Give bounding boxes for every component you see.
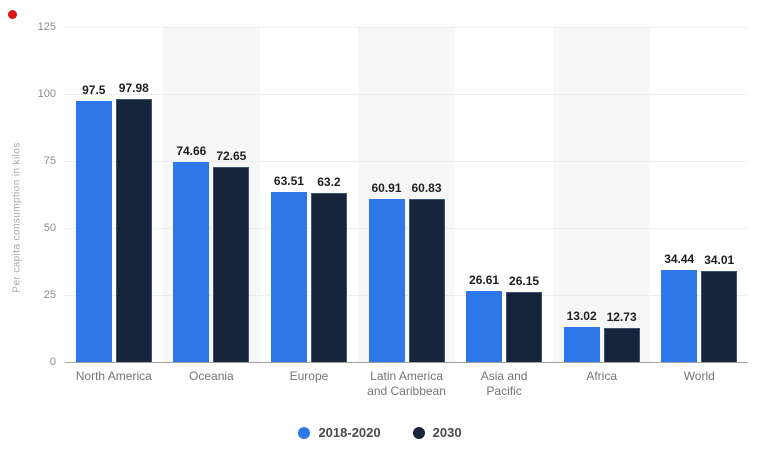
x-axis-label-latin-america-and-caribbean: Latin America and Caribbean bbox=[358, 369, 456, 399]
bar-2018-2020-latin-america-and-caribbean[interactable] bbox=[368, 198, 405, 362]
bar-value-label: 72.65 bbox=[216, 149, 247, 164]
bar-value-label: 34.01 bbox=[704, 252, 735, 267]
bar-2030-oceania[interactable] bbox=[213, 167, 250, 362]
gridline-50 bbox=[65, 228, 748, 229]
gridline-75 bbox=[65, 161, 748, 162]
x-axis-labels: North America Oceania Europe Latin America a… bbox=[65, 369, 748, 399]
x-axis-label-line: Africa bbox=[586, 369, 618, 383]
x-axis-label-line: North America bbox=[75, 369, 152, 383]
legend-item-2018-2020[interactable]: 2018-2020 bbox=[298, 425, 381, 440]
y-axis-tick-label-75: 75 bbox=[43, 155, 56, 167]
bar-2018-2020-north-america[interactable] bbox=[75, 100, 112, 362]
x-axis-label-line: Latin America bbox=[370, 369, 443, 383]
bar-2018-2020-oceania[interactable] bbox=[173, 161, 210, 362]
bar-2030-latin-america-and-caribbean[interactable] bbox=[408, 198, 445, 362]
gridline-100 bbox=[65, 94, 748, 95]
bar-value-label: 63.2 bbox=[317, 174, 341, 189]
bar-2030-africa[interactable] bbox=[603, 327, 640, 362]
bar-2030-world[interactable] bbox=[701, 270, 738, 362]
x-axis-label-line: and Caribbean bbox=[367, 384, 446, 398]
x-axis-label-world: World bbox=[650, 369, 748, 399]
legend-item-2030[interactable]: 2030 bbox=[412, 425, 462, 440]
x-axis-label-north-america: North America bbox=[65, 369, 163, 399]
bar-value-label: 13.02 bbox=[566, 309, 597, 324]
bar-2018-2020-africa[interactable] bbox=[563, 327, 600, 362]
bar-2018-2020-europe[interactable] bbox=[270, 191, 307, 362]
bar-2030-asia-and-pacific[interactable] bbox=[506, 291, 543, 362]
x-axis-label-oceania: Oceania bbox=[163, 369, 261, 399]
bar-2018-2020-asia-and-pacific[interactable] bbox=[466, 290, 503, 362]
gridline-25 bbox=[65, 295, 748, 296]
bar-value-label: 26.15 bbox=[509, 273, 540, 288]
y-axis-tick-label-50: 50 bbox=[43, 222, 56, 234]
x-axis-label-line: Oceania bbox=[189, 369, 234, 383]
bar-value-label: 63.51 bbox=[273, 173, 304, 188]
legend-marker-icon bbox=[298, 426, 311, 439]
legend-label: 2018-2020 bbox=[318, 425, 381, 440]
bar-value-label: 12.73 bbox=[606, 309, 637, 324]
bar-value-label: 26.61 bbox=[469, 272, 500, 287]
bar-2030-north-america[interactable] bbox=[115, 99, 152, 362]
bar-value-label: 60.91 bbox=[371, 180, 402, 195]
x-axis-label-europe: Europe bbox=[260, 369, 358, 399]
bar-2030-europe[interactable] bbox=[310, 192, 347, 362]
x-axis-label-line: World bbox=[683, 369, 715, 383]
x-axis-label-africa: Africa bbox=[553, 369, 651, 399]
bar-value-label: 60.83 bbox=[411, 180, 442, 195]
bar-value-label: 97.5 bbox=[82, 82, 106, 97]
y-axis-tick-label-100: 100 bbox=[37, 88, 56, 100]
plot-area: 97.5 74.66 63.51 60.91 26.61 13.02 34.44 97.98 7… bbox=[65, 27, 748, 363]
y-axis-tick-label-0: 0 bbox=[49, 356, 56, 368]
x-axis-label-line: Asia and bbox=[480, 369, 528, 383]
x-axis-label-line: Pacific bbox=[486, 384, 522, 398]
legend-marker-icon bbox=[412, 426, 425, 439]
y-axis-tick-label-125: 125 bbox=[37, 21, 56, 33]
x-axis-label-asia-and-pacific: Asia and Pacific bbox=[455, 369, 553, 399]
plot-band bbox=[552, 27, 651, 362]
bar-2018-2020-world[interactable] bbox=[661, 269, 698, 362]
bar-value-label: 34.44 bbox=[664, 251, 695, 266]
red-dot-indicator bbox=[8, 10, 17, 19]
bar-value-label: 74.66 bbox=[176, 143, 207, 158]
y-axis-title: Per capita consumption in kilos bbox=[11, 142, 23, 293]
gridline-125 bbox=[65, 27, 748, 28]
legend: 2018-2020 2030 bbox=[0, 425, 760, 440]
x-axis-label-line: Europe bbox=[289, 369, 329, 383]
legend-label: 2030 bbox=[432, 425, 462, 440]
y-axis-tick-label-25: 25 bbox=[43, 289, 56, 301]
bar-value-label: 97.98 bbox=[118, 81, 149, 96]
